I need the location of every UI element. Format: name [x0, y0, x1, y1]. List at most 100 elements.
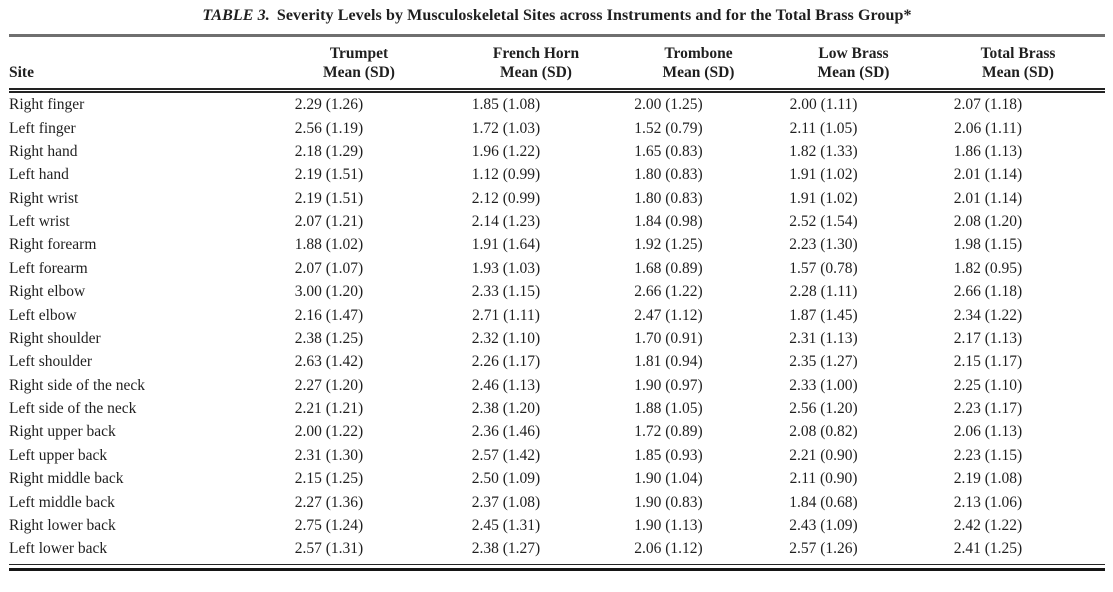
mean-sd-value: 2.38 (1.20)	[471, 400, 541, 418]
mean-sd-value: 2.33 (1.00)	[789, 376, 858, 394]
mean-sd-value: 1.86 (1.13)	[953, 142, 1023, 160]
mean-sd-value: 2.07 (1.21)	[294, 213, 364, 231]
site-label: Left forearm	[9, 259, 88, 277]
mean-sd-value: 2.37 (1.08)	[471, 493, 541, 511]
table-row: Left side of the neck 2.21 (1.21) 2.38 (1.…	[9, 397, 1105, 420]
mean-sd-value: 2.12 (0.99)	[471, 189, 541, 207]
column-header-total-brass: Total Brass Mean (SD)	[931, 37, 1105, 93]
mean-sd-value: 2.19 (1.51)	[294, 189, 364, 207]
column-header-low-brass: Low Brass Mean (SD)	[776, 37, 931, 93]
mean-sd-value: 1.98 (1.15)	[953, 236, 1023, 254]
mean-sd-value: 2.23 (1.17)	[953, 400, 1023, 418]
mean-sd-value: 1.84 (0.68)	[789, 493, 858, 511]
column-header-line2: Mean (SD)	[323, 64, 395, 81]
mean-sd-value: 2.66 (1.18)	[953, 283, 1023, 301]
site-label: Right shoulder	[9, 329, 101, 347]
mean-sd-value: 2.01 (1.14)	[953, 189, 1023, 207]
mean-sd-value: 1.90 (1.13)	[634, 516, 703, 534]
mean-sd-value: 1.90 (0.83)	[634, 493, 703, 511]
column-header-line2: Mean (SD)	[817, 64, 890, 81]
site-label: Right side of the neck	[9, 376, 146, 394]
mean-sd-value: 2.00 (1.22)	[294, 423, 364, 441]
severity-table: Site Trumpet Mean (SD) French Horn Mean …	[9, 37, 1105, 561]
table-row: Left upper back 2.31 (1.30) 2.57 (1.42) 1.8…	[9, 444, 1105, 467]
table-row: Right hand 2.18 (1.29) 1.96 (1.22) 1.65 (0.…	[9, 140, 1105, 163]
page-container: TABLE 3. Severity Levels by Musculoskelet…	[9, 7, 1105, 571]
mean-sd-value: 2.57 (1.26)	[789, 540, 858, 558]
site-label: Left elbow	[9, 306, 77, 324]
mean-sd-value: 2.23 (1.15)	[953, 446, 1023, 464]
table-title-text: Severity Levels by Musculoskeletal Sites…	[276, 7, 912, 24]
mean-sd-value: 2.50 (1.09)	[471, 470, 541, 488]
mean-sd-value: 1.88 (1.02)	[294, 236, 364, 254]
mean-sd-value: 2.35 (1.27)	[789, 353, 858, 371]
mean-sd-value: 2.08 (1.20)	[953, 213, 1023, 231]
mean-sd-value: 2.25 (1.10)	[953, 376, 1023, 394]
column-header-line2: Mean (SD)	[500, 64, 572, 81]
mean-sd-value: 2.11 (0.90)	[789, 470, 858, 488]
mean-sd-value: 2.06 (1.13)	[953, 423, 1023, 441]
mean-sd-value: 2.15 (1.25)	[294, 470, 364, 488]
bottom-rule	[9, 563, 1105, 571]
column-header-line2: Mean (SD)	[982, 64, 1054, 81]
site-label: Right hand	[9, 142, 78, 160]
table-row: Right shoulder 2.38 (1.25) 2.32 (1.10) 1.70…	[9, 327, 1105, 350]
mean-sd-value: 3.00 (1.20)	[294, 283, 364, 301]
site-label: Left lower back	[9, 540, 108, 558]
mean-sd-value: 2.32 (1.10)	[471, 329, 541, 347]
table-row: Left lower back 2.57 (1.31) 2.38 (1.27) 2.0…	[9, 537, 1105, 560]
mean-sd-value: 1.96 (1.22)	[471, 142, 541, 160]
mean-sd-value: 2.27 (1.36)	[294, 493, 364, 511]
site-label: Left middle back	[9, 493, 115, 511]
site-label: Left hand	[9, 166, 69, 184]
mean-sd-value: 2.33 (1.15)	[471, 283, 541, 301]
column-header-line1: French Horn	[492, 45, 580, 62]
site-label: Right lower back	[9, 516, 116, 534]
mean-sd-value: 1.85 (1.08)	[471, 96, 541, 114]
site-label: Right wrist	[9, 189, 79, 207]
mean-sd-value: 1.72 (0.89)	[634, 423, 703, 441]
site-label: Right elbow	[9, 283, 86, 301]
table-row: Right lower back 2.75 (1.24) 2.45 (1.31) 1.…	[9, 514, 1105, 537]
site-label: Left wrist	[9, 213, 70, 231]
mean-sd-value: 2.34 (1.22)	[953, 306, 1023, 324]
mean-sd-value: 2.28 (1.11)	[789, 283, 858, 301]
table-row: Right middle back 2.15 (1.25) 2.50 (1.09) 1…	[9, 467, 1105, 490]
table-row: Right wrist 2.19 (1.51) 2.12 (0.99) 1.80 (0…	[9, 187, 1105, 210]
table-number-label: TABLE 3.	[202, 7, 270, 24]
mean-sd-value: 2.46 (1.13)	[471, 376, 541, 394]
mean-sd-value: 1.90 (0.97)	[634, 376, 703, 394]
mean-sd-value: 1.85 (0.93)	[634, 446, 703, 464]
mean-sd-value: 2.27 (1.20)	[294, 376, 364, 394]
mean-sd-value: 1.93 (1.03)	[471, 259, 541, 277]
mean-sd-value: 1.12 (0.99)	[471, 166, 541, 184]
mean-sd-value: 2.63 (1.42)	[294, 353, 364, 371]
table-row: Left forearm 2.07 (1.07) 1.93 (1.03) 1.68 (…	[9, 257, 1105, 280]
mean-sd-value: 2.18 (1.29)	[294, 142, 364, 160]
mean-sd-value: 2.31 (1.30)	[294, 446, 364, 464]
mean-sd-value: 2.07 (1.07)	[294, 259, 364, 277]
column-header-line1: Total Brass	[980, 45, 1056, 62]
mean-sd-value: 1.84 (0.98)	[634, 213, 703, 231]
mean-sd-value: 2.31 (1.13)	[789, 329, 858, 347]
mean-sd-value: 1.65 (0.83)	[634, 142, 703, 160]
mean-sd-value: 2.38 (1.25)	[294, 329, 364, 347]
mean-sd-value: 2.52 (1.54)	[789, 213, 858, 231]
mean-sd-value: 2.23 (1.30)	[789, 236, 858, 254]
column-header-trombone: Trombone Mean (SD)	[621, 37, 776, 93]
table-row: Left finger 2.56 (1.19) 1.72 (1.03) 1.52 (0…	[9, 116, 1105, 139]
mean-sd-value: 1.57 (0.78)	[789, 259, 858, 277]
mean-sd-value: 2.45 (1.31)	[471, 516, 541, 534]
mean-sd-value: 1.91 (1.02)	[789, 189, 858, 207]
mean-sd-value: 2.56 (1.19)	[294, 119, 364, 137]
mean-sd-value: 2.13 (1.06)	[953, 493, 1023, 511]
mean-sd-value: 2.16 (1.47)	[294, 306, 364, 324]
mean-sd-value: 1.70 (0.91)	[634, 329, 703, 347]
mean-sd-value: 1.72 (1.03)	[471, 119, 541, 137]
site-label: Left shoulder	[9, 353, 93, 371]
table-header: Site Trumpet Mean (SD) French Horn Mean …	[9, 37, 1105, 93]
header-row: Site Trumpet Mean (SD) French Horn Mean …	[9, 37, 1105, 93]
mean-sd-value: 2.19 (1.08)	[953, 470, 1023, 488]
mean-sd-value: 2.38 (1.27)	[471, 540, 541, 558]
mean-sd-value: 2.41 (1.25)	[953, 540, 1023, 558]
